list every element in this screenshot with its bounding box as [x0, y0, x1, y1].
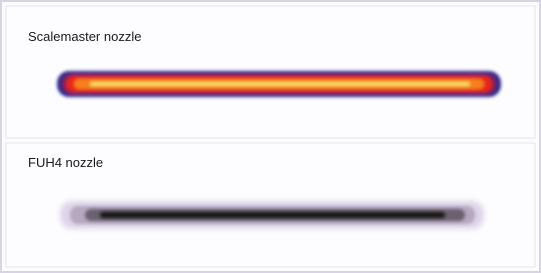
- page: {"panels": [{"label": "Scalemaster nozzl…: [0, 0, 541, 273]
- figure: Scalemaster nozzle FUH4 nozzle: [0, 0, 541, 273]
- spray-pattern-top: [57, 71, 501, 97]
- spray-pattern-bottom: [60, 201, 484, 229]
- panel-label: FUH4 nozzle: [28, 155, 103, 170]
- panel-label: Scalemaster nozzle: [28, 29, 141, 44]
